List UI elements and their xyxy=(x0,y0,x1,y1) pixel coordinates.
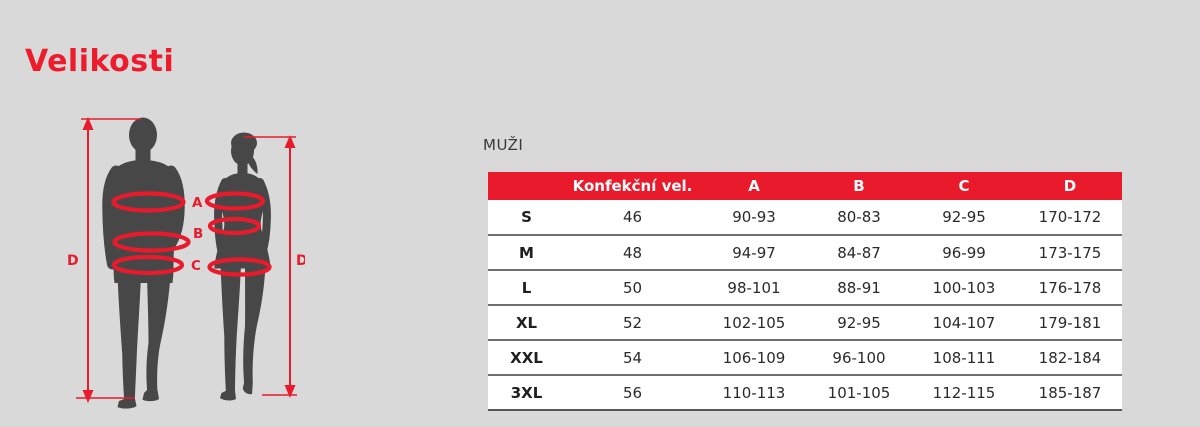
table-row-xxl: XXL 54 106-109 96-100 108-111 182-184 xyxy=(488,339,1122,375)
right-arrowhead-up-icon xyxy=(284,135,296,148)
cell-b: 92-95 xyxy=(808,304,910,340)
cell-konfekcni: 56 xyxy=(565,374,700,410)
cell-a: 90-93 xyxy=(732,208,776,226)
cell-size: M xyxy=(488,234,565,270)
right-arrowhead-down-icon xyxy=(284,385,296,398)
cell-konfekcni: 46 xyxy=(622,208,643,226)
woman-silhouette xyxy=(214,132,271,401)
cell-b: 96-100 xyxy=(808,339,910,375)
cell-konfekcni: 52 xyxy=(565,304,700,340)
header-a: A xyxy=(748,177,760,195)
woman-chest-ring xyxy=(204,191,266,211)
cell-d: 185-187 xyxy=(1018,374,1122,410)
header-b: B xyxy=(853,177,865,195)
cell-size: S xyxy=(521,208,532,226)
cell-size: 3XL xyxy=(488,374,565,410)
table-row-3xl: 3XL 56 110-113 101-105 112-115 185-187 xyxy=(488,374,1122,410)
cell-a: 110-113 xyxy=(700,374,808,410)
cell-b: 88-91 xyxy=(808,269,910,305)
cell-b: 101-105 xyxy=(808,374,910,410)
cell-konfekcni: 54 xyxy=(565,339,700,375)
cell-a: 98-101 xyxy=(700,269,808,305)
cell-c: 96-99 xyxy=(910,234,1018,270)
size-table: Konfekční vel. A B C D S 46 90-93 80-83 … xyxy=(488,172,1122,411)
arrowheads xyxy=(82,117,296,403)
table-row-l: L 50 98-101 88-91 100-103 176-178 xyxy=(488,269,1122,305)
cell-d: 170-172 xyxy=(1038,208,1102,226)
cell-size: L xyxy=(488,269,565,305)
cell-c: 92-95 xyxy=(942,208,986,226)
cell-d: 173-175 xyxy=(1018,234,1122,270)
cell-a: 106-109 xyxy=(700,339,808,375)
label-waist: B xyxy=(193,226,203,242)
header-d: D xyxy=(1063,177,1077,195)
woman-waist-ring xyxy=(207,216,262,236)
woman-hips-ring xyxy=(207,257,272,277)
man-hips-ring xyxy=(111,254,185,276)
cell-c: 108-111 xyxy=(910,339,1018,375)
cell-c: 100-103 xyxy=(910,269,1018,305)
cell-c: 104-107 xyxy=(910,304,1018,340)
header-size xyxy=(488,172,565,200)
table-row-xl: XL 52 102-105 92-95 104-107 179-181 xyxy=(488,304,1122,340)
cell-size: XXL xyxy=(488,339,565,375)
man-waist-ring xyxy=(112,231,191,253)
label-chest: A xyxy=(192,195,203,211)
label-hips: C xyxy=(191,258,201,274)
height-arrows xyxy=(76,118,297,399)
header-row: Konfekční vel. A B C D xyxy=(488,172,1122,200)
table-row-m: M 48 94-97 84-87 96-99 173-175 xyxy=(488,234,1122,270)
left-arrowhead-down-icon xyxy=(82,390,94,403)
cell-c: 112-115 xyxy=(910,374,1018,410)
cell-d: 182-184 xyxy=(1018,339,1122,375)
page-title: Velikosti xyxy=(25,44,175,79)
label-height-right: D xyxy=(296,253,305,269)
cell-a: 102-105 xyxy=(700,304,808,340)
label-height-left: D xyxy=(67,253,79,269)
table-row-s: S 46 90-93 80-83 92-95 170-172 xyxy=(488,200,1122,235)
left-arrowhead-up-icon xyxy=(82,117,94,130)
header-konfekcni: Konfekční vel. xyxy=(572,177,693,195)
size-table-container: Konfekční vel. A B C D S 46 90-93 80-83 … xyxy=(488,172,1122,411)
cell-konfekcni: 48 xyxy=(565,234,700,270)
cell-d: 176-178 xyxy=(1018,269,1122,305)
man-chest-ring xyxy=(111,191,186,213)
size-table-body: S 46 90-93 80-83 92-95 170-172 M 48 94-9… xyxy=(488,200,1122,410)
section-title-muzi: MUŽI xyxy=(483,136,524,154)
cell-b: 80-83 xyxy=(837,208,881,226)
cell-size: XL xyxy=(488,304,565,340)
header-c: C xyxy=(958,177,970,195)
measure-rings xyxy=(111,191,272,277)
measure-labels: A B C D D xyxy=(67,195,308,274)
cell-d: 179-181 xyxy=(1018,304,1122,340)
silhouettes-figure: A B C D D xyxy=(67,117,308,409)
cell-konfekcni: 50 xyxy=(565,269,700,305)
measurement-diagram: A B C D D xyxy=(55,105,308,423)
cell-b: 84-87 xyxy=(808,234,910,270)
size-table-header: Konfekční vel. A B C D xyxy=(488,172,1122,200)
man-silhouette xyxy=(102,117,185,409)
cell-a: 94-97 xyxy=(700,234,808,270)
